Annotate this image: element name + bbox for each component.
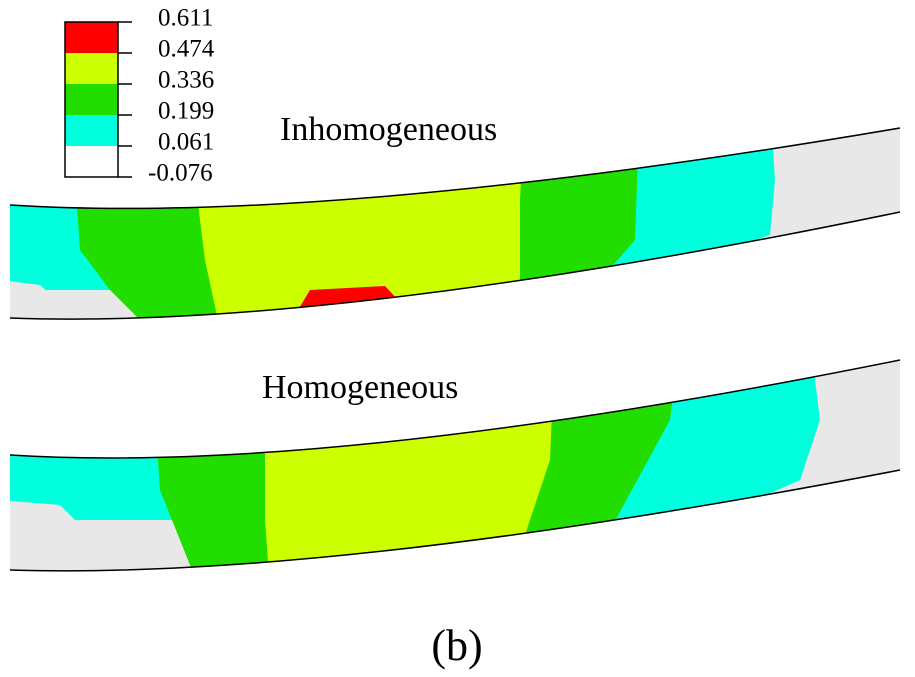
legend-label: 0.474 xyxy=(158,36,215,63)
panel-label: Inhomogeneous xyxy=(280,111,497,148)
legend-label: -0.076 xyxy=(148,160,213,187)
figure: 0.611 0.474 0.336 0.199 0.061 -0.076 Inh… xyxy=(0,0,915,677)
panel-label: Homogeneous xyxy=(262,369,458,406)
legend-swatch xyxy=(65,146,118,177)
legend-swatch xyxy=(65,22,118,53)
legend-swatch xyxy=(65,53,118,84)
legend-swatch xyxy=(65,84,118,115)
legend-label: 0.336 xyxy=(158,67,214,94)
legend-label: 0.199 xyxy=(158,98,214,125)
legend-label: 0.061 xyxy=(158,129,214,156)
legend-swatch xyxy=(65,115,118,146)
legend: 0.611 0.474 0.336 0.199 0.061 -0.076 xyxy=(65,5,215,187)
legend-label: 0.611 xyxy=(158,5,213,32)
legend-ticks xyxy=(118,22,132,177)
caption: (b) xyxy=(431,621,482,670)
